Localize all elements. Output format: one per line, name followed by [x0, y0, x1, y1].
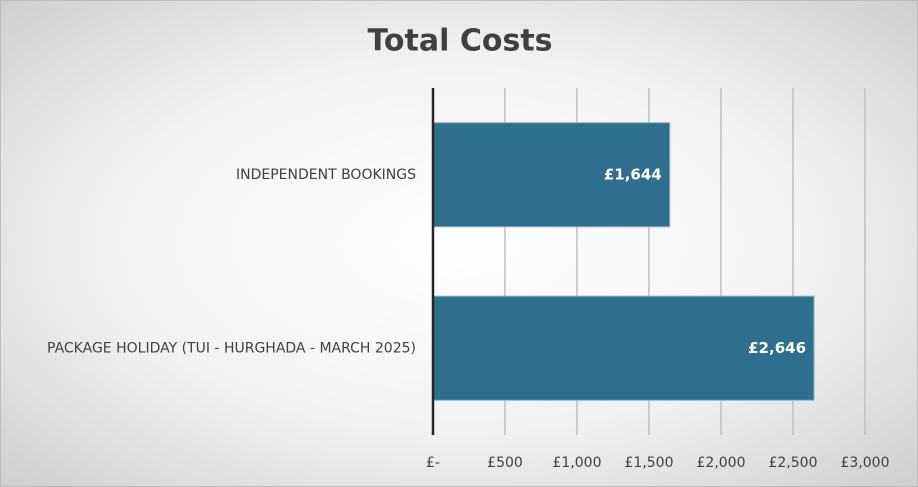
bar [432, 122, 671, 228]
y-tick-label: PACKAGE HOLIDAY (TUI - HURGHADA - MARCH … [47, 340, 416, 356]
x-tick-label: £1,500 [625, 455, 674, 471]
bar [432, 295, 815, 401]
data-label: £2,646 [748, 339, 806, 357]
data-label: £1,644 [604, 165, 662, 183]
x-tick-label: £500 [487, 455, 523, 471]
y-tick-label: INDEPENDENT BOOKINGS [236, 167, 416, 183]
chart-title: Total Costs [367, 24, 552, 59]
x-tick-label: £3,000 [841, 455, 890, 471]
x-tick-label: £1,000 [553, 455, 602, 471]
x-tick-label: £2,500 [769, 455, 818, 471]
x-tick-label: £2,000 [697, 455, 746, 471]
x-tick-label: £- [426, 455, 440, 471]
